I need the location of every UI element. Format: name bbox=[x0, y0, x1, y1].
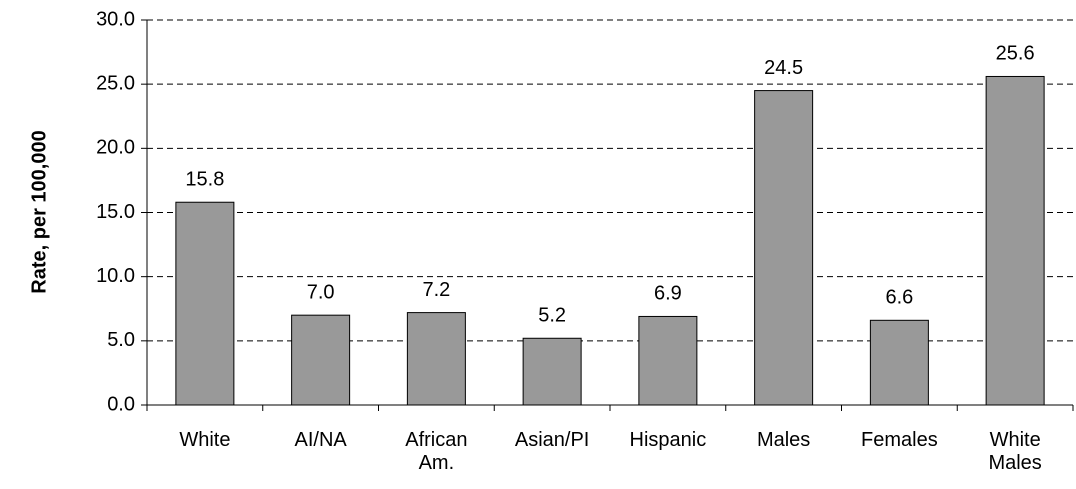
y-tick-label: 25.0 bbox=[96, 72, 135, 94]
y-tick-label: 30.0 bbox=[96, 8, 135, 30]
x-tick-label: White Males bbox=[988, 429, 1042, 474]
y-axis-label: Rate, per 100,000 bbox=[28, 130, 50, 293]
y-tick-label: 20.0 bbox=[96, 137, 135, 159]
data-label: 5.2 bbox=[538, 305, 566, 327]
y-tick-label: 10.0 bbox=[96, 265, 135, 287]
data-label: 25.6 bbox=[996, 43, 1035, 65]
x-tick-label: White bbox=[179, 429, 231, 451]
data-label: 24.5 bbox=[764, 57, 803, 79]
x-tick-label: Hispanic bbox=[629, 429, 707, 451]
data-label: 15.8 bbox=[185, 169, 224, 191]
data-label: 6.6 bbox=[885, 287, 913, 309]
x-tick-label: Females bbox=[861, 429, 938, 451]
data-label: 7.2 bbox=[422, 279, 450, 301]
bar bbox=[522, 337, 582, 406]
bar bbox=[291, 314, 351, 406]
x-tick-label: Males bbox=[756, 429, 811, 451]
y-tick-label: 5.0 bbox=[107, 329, 135, 351]
x-tick-label: African Am. bbox=[405, 429, 468, 474]
y-tick-label: 0.0 bbox=[107, 393, 135, 415]
y-tick-label: 15.0 bbox=[96, 201, 135, 223]
data-label: 7.0 bbox=[307, 281, 335, 303]
bar bbox=[175, 201, 235, 406]
x-tick-label: AI/NA bbox=[294, 429, 347, 451]
bar bbox=[754, 90, 814, 406]
x-tick-label: Asian/PI bbox=[514, 429, 590, 451]
bar bbox=[985, 75, 1045, 406]
bar bbox=[406, 312, 466, 406]
data-label: 6.9 bbox=[654, 283, 682, 305]
bar bbox=[869, 319, 929, 406]
bar bbox=[638, 315, 698, 406]
